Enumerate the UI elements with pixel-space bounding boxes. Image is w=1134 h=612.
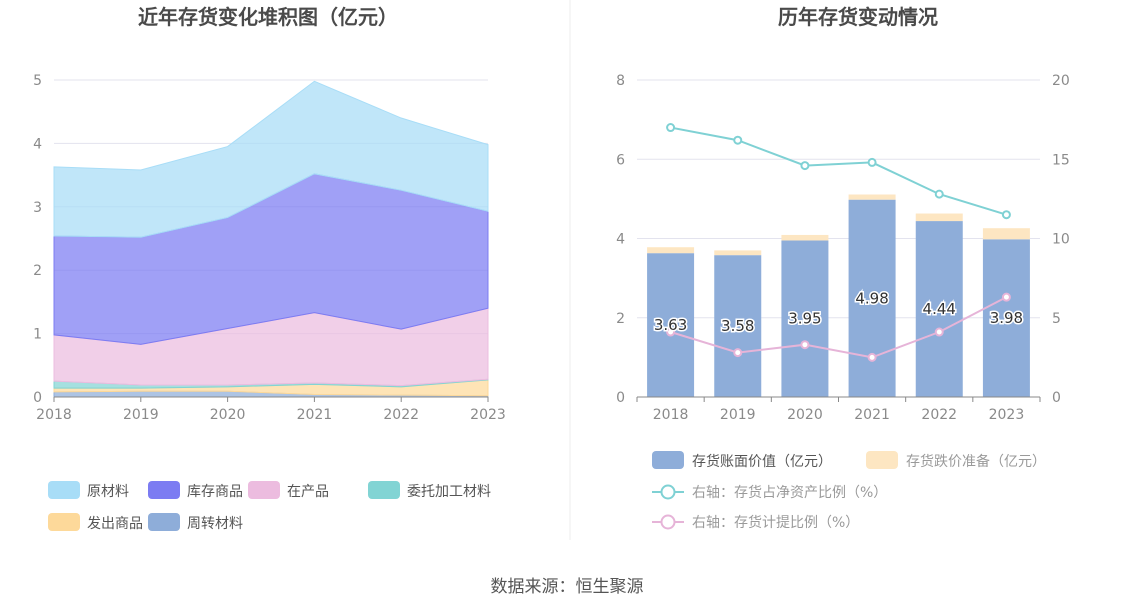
- bar-y-tick-label: 6: [616, 152, 625, 168]
- bar-impairment-reserve: [982, 228, 1030, 240]
- bar-book-value: [781, 240, 829, 397]
- bar-legend-swatch: [866, 451, 898, 469]
- area-y-tick-label: 2: [33, 263, 42, 279]
- bar-chart-lines: [666, 123, 1011, 362]
- area-chart-axes: 0 1 2 3 4 5 2018 2019 2020 2021 2022 2023: [33, 73, 506, 423]
- bar-y-tick-label: 8: [616, 73, 625, 89]
- area-x-tick-label: 2018: [36, 407, 72, 423]
- bar-book-value: [848, 199, 896, 397]
- area-legend-swatch: [248, 481, 280, 499]
- bar-book-value: [982, 239, 1030, 397]
- line-point: [800, 340, 810, 350]
- bar-x-tick-label: 2021: [854, 407, 890, 423]
- bar-data-label: 3.58: [721, 317, 754, 335]
- bar-impairment-reserve: [781, 234, 829, 241]
- bar-x-tick-label: 2020: [787, 407, 823, 423]
- area-legend-label: 周转材料: [187, 516, 243, 532]
- bar-x-tick-label: 2022: [921, 407, 957, 423]
- area-y-tick-label: 3: [33, 200, 42, 216]
- bar-legend-swatch: [652, 451, 684, 469]
- bar-y2-tick-label: 15: [1052, 152, 1070, 168]
- line-legend-marker: [660, 514, 676, 530]
- line-point: [733, 348, 743, 358]
- bar-chart-bars: [647, 194, 1030, 397]
- bar-y-tick-label: 4: [616, 232, 625, 248]
- bar-legend-label: 存货跌价准备（亿元）: [906, 453, 1046, 470]
- line-legend-label: 右轴：存货占净资产比例（%）: [692, 484, 887, 501]
- area-legend-label: 发出商品: [87, 516, 143, 532]
- area-legend-swatch: [148, 481, 180, 499]
- bar-impairment-reserve: [848, 194, 896, 200]
- line-series: [670, 296, 1007, 359]
- area-legend-label: 在产品: [287, 484, 329, 500]
- line-series: [670, 126, 1007, 216]
- bar-y2-tick-label: 10: [1052, 232, 1070, 248]
- line-point: [934, 189, 944, 199]
- bar-impairment-reserve: [647, 247, 695, 254]
- area-legend-swatch: [148, 513, 180, 531]
- bar-chart-title: 历年存货变动情况: [778, 5, 938, 29]
- bar-data-label: 3.95: [788, 310, 821, 328]
- bar-y2-tick-label: 0: [1052, 390, 1061, 406]
- bar-legend-label: 存货账面价值（亿元）: [692, 453, 832, 470]
- bar-impairment-reserve: [915, 213, 963, 222]
- bar-impairment-reserve: [714, 250, 762, 256]
- line-point: [800, 161, 810, 171]
- bar-book-value: [915, 221, 963, 397]
- line-point: [666, 123, 676, 133]
- area-x-tick-label: 2019: [123, 407, 159, 423]
- area-y-tick-label: 5: [33, 73, 42, 89]
- area-y-tick-label: 0: [33, 390, 42, 406]
- area-x-tick-label: 2020: [210, 407, 246, 423]
- bar-book-value: [714, 255, 762, 397]
- area-series: [53, 80, 489, 238]
- bar-book-value: [647, 253, 695, 397]
- line-legend-label: 右轴：存货计提比例（%）: [692, 514, 859, 531]
- area-legend-label: 委托加工材料: [407, 484, 491, 500]
- line-legend-marker: [660, 484, 676, 500]
- bar-chart-legend: 存货账面价值（亿元） 存货跌价准备（亿元） 右轴：存货占净资产比例（%） 右轴：存货计…: [652, 451, 1046, 531]
- bar-data-label: 4.44: [923, 300, 956, 318]
- area-y-tick-label: 1: [33, 327, 42, 343]
- area-legend-swatch: [48, 513, 80, 531]
- line-point: [1001, 210, 1011, 220]
- area-x-tick-label: 2022: [383, 407, 419, 423]
- bar-y-tick-label: 0: [616, 390, 625, 406]
- line-point: [666, 327, 676, 337]
- source-label: 数据来源：恒生聚源: [491, 577, 644, 597]
- area-x-tick-label: 2023: [470, 407, 506, 423]
- area-legend-label: 库存商品: [187, 484, 243, 500]
- bar-chart-data-labels: 3.63 3.58 3.95 4.98 4.44 3.98: [652, 288, 1024, 337]
- bar-data-label: 3.63: [654, 316, 687, 334]
- bar-y2-tick-label: 5: [1052, 311, 1061, 327]
- bar-data-label: 4.98: [855, 289, 888, 307]
- bar-data-label: 3.98: [990, 309, 1023, 327]
- line-point: [934, 327, 944, 337]
- bar-y2-tick-label: 20: [1052, 73, 1070, 89]
- bar-chart-axes: 0 2 4 6 8 0 5 10 15 20 2018 2019 2020 2021 2022 2023: [616, 73, 1070, 423]
- area-legend-label: 原材料: [87, 484, 129, 500]
- area-legend-swatch: [368, 481, 400, 499]
- bar-x-tick-label: 2019: [720, 407, 756, 423]
- line-point: [867, 352, 877, 362]
- area-legend-swatch: [48, 481, 80, 499]
- line-point: [733, 135, 743, 145]
- area-chart-title: 近年存货变化堆积图（亿元）: [138, 5, 398, 29]
- bar-chart-grid: [637, 79, 1040, 319]
- line-point: [1001, 292, 1011, 302]
- bar-x-tick-label: 2018: [653, 407, 689, 423]
- line-point: [867, 157, 877, 167]
- bar-x-tick-label: 2023: [989, 407, 1025, 423]
- area-chart-series: [53, 80, 489, 398]
- area-y-tick-label: 4: [33, 136, 42, 152]
- bar-y-tick-label: 2: [616, 311, 625, 327]
- area-x-tick-label: 2021: [297, 407, 333, 423]
